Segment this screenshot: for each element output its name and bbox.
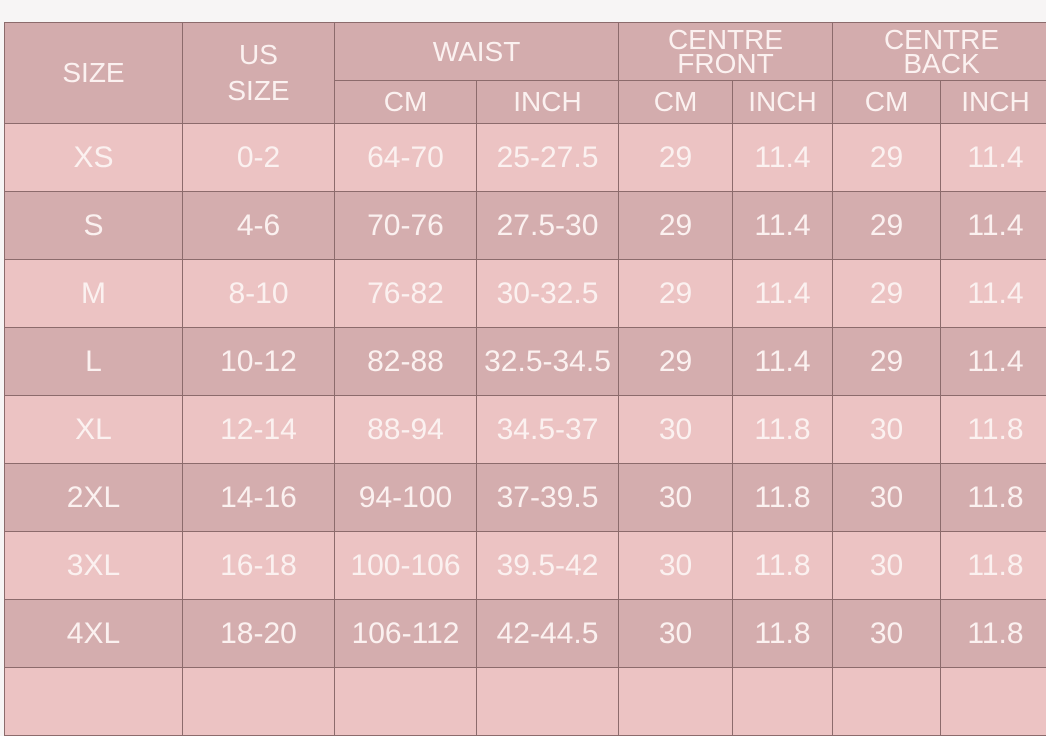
cell-waist-cm: 70-76 [335,192,477,260]
cell-size: 2XL [5,464,183,532]
header-us-size: US SIZE [183,23,335,124]
cell-waist-inch: 34.5-37 [477,396,619,464]
cell-waist-inch: 25-27.5 [477,124,619,192]
cell-front-inch: 11.4 [733,328,833,396]
cell-waist-cm: 94-100 [335,464,477,532]
header-centre-back: CENTRE BACK [833,23,1046,81]
cell-size: XS [5,124,183,192]
cell-waist-inch: 27.5-30 [477,192,619,260]
cell-front-inch: 11.8 [733,396,833,464]
cell-back-inch: 11.8 [941,464,1046,532]
cell-size: S [5,192,183,260]
cell-back-inch: 11.8 [941,396,1046,464]
cell-front-cm: 30 [619,396,733,464]
cell-us-size: 8-10 [183,260,335,328]
cell-waist-cm: 64-70 [335,124,477,192]
cell-back-inch: 11.4 [941,192,1046,260]
cell-back-inch: 11.4 [941,260,1046,328]
cell-front-inch: 11.8 [733,464,833,532]
cell-waist-inch: 42-44.5 [477,600,619,668]
cell-front-cm: 29 [619,328,733,396]
cell-back-inch: 11.8 [941,532,1046,600]
cell-size: M [5,260,183,328]
cell-us-size: 0-2 [183,124,335,192]
cell-front-inch: 11.4 [733,260,833,328]
cell-back-cm: 29 [833,192,941,260]
cell-front-cm: 29 [619,124,733,192]
cell-back-cm: 30 [833,464,941,532]
header-back-inch: INCH [941,81,1046,124]
header-front-cm: CM [619,81,733,124]
cell-front-cm: 30 [619,532,733,600]
cell-waist-inch: 37-39.5 [477,464,619,532]
cell-us-size: 14-16 [183,464,335,532]
cell-back-inch: 11.4 [941,328,1046,396]
cell-waist-cm: 88-94 [335,396,477,464]
cell-back-inch: 11.8 [941,600,1046,668]
header-size: SIZE [5,23,183,124]
header-waist-inch: INCH [477,81,619,124]
cell-us-size: 16-18 [183,532,335,600]
cell-us-size: 4-6 [183,192,335,260]
cell-front-inch: 11.4 [733,124,833,192]
cell-size: XL [5,396,183,464]
header-waist: WAIST [335,23,619,81]
cell-waist-inch: 39.5-42 [477,532,619,600]
cell-back-cm: 29 [833,260,941,328]
cell-waist-cm: 100-106 [335,532,477,600]
header-back-cm: CM [833,81,941,124]
cell-front-inch: 11.8 [733,532,833,600]
size-chart-table: SIZE US SIZE WAIST CENTRE FRONT CENTRE B… [4,22,1046,736]
cell-front-inch: 11.8 [733,600,833,668]
cell-waist-cm: 82-88 [335,328,477,396]
cell-size: L [5,328,183,396]
cell-waist-cm: 76-82 [335,260,477,328]
cell-size: 3XL [5,532,183,600]
cell-back-cm: 29 [833,124,941,192]
cell-front-cm: 30 [619,464,733,532]
cell-size: 4XL [5,600,183,668]
header-waist-cm: CM [335,81,477,124]
cell-front-cm: 30 [619,600,733,668]
cell-back-cm: 30 [833,396,941,464]
header-front-inch: INCH [733,81,833,124]
cell-waist-inch: 32.5-34.5 [477,328,619,396]
cell-waist-cm: 106-112 [335,600,477,668]
header-centre-front: CENTRE FRONT [619,23,833,81]
cell-us-size: 12-14 [183,396,335,464]
cell-front-cm: 29 [619,260,733,328]
cell-back-cm: 30 [833,532,941,600]
cell-back-cm: 30 [833,600,941,668]
cell-back-cm: 29 [833,328,941,396]
cell-back-inch: 11.4 [941,124,1046,192]
cell-front-cm: 29 [619,192,733,260]
cell-us-size: 18-20 [183,600,335,668]
cell-front-inch: 11.4 [733,192,833,260]
cell-us-size: 10-12 [183,328,335,396]
cell-waist-inch: 30-32.5 [477,260,619,328]
